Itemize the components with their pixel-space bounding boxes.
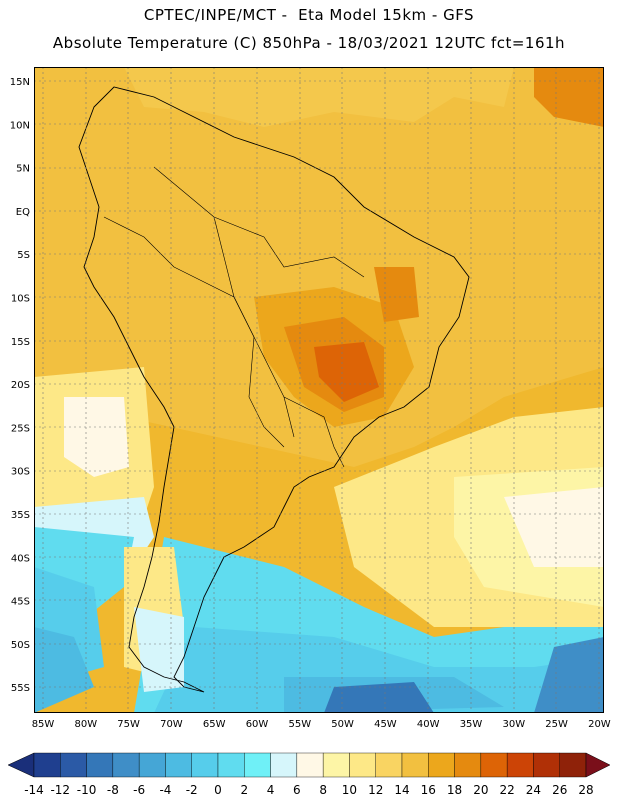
longitude-label: 35W: [460, 719, 483, 730]
colorbar-label: 18: [447, 783, 462, 797]
longitude-label: 80W: [74, 719, 97, 730]
colorbar-label: 26: [552, 783, 567, 797]
colorbar-label: 12: [368, 783, 383, 797]
longitude-label: 25W: [545, 719, 568, 730]
latitude-label: 10S: [11, 294, 30, 305]
latitude-label: 15N: [10, 77, 30, 88]
latitude-label: 20S: [11, 380, 30, 391]
colorbar-label: -12: [50, 783, 70, 797]
colorbar-cell: [244, 752, 271, 778]
colorbar-cell: [428, 752, 455, 778]
latitude-labels: 15N 10N 5N EQ 5S 10S 15S 20S 25S 30S 35S 40S 45S 50S 5…: [10, 77, 30, 694]
colorbar-label: 16: [421, 783, 436, 797]
colorbar-label: -4: [159, 783, 171, 797]
latitude-label: 45S: [11, 597, 30, 608]
colorbar-cell: [86, 752, 114, 778]
longitude-labels: 85W 80W 75W 70W 65W 60W 55W 50W 45W 40W 35W 30W 25W 2…: [32, 719, 611, 730]
colorbar-label: -2: [186, 783, 198, 797]
colorbar-cell: [322, 752, 350, 778]
colorbar-label: -14: [24, 783, 44, 797]
colorbar-cell: [33, 752, 61, 778]
map-title: CPTEC/INPE/MCT - Eta Model 15km - GFS: [143, 6, 475, 24]
latitude-label: 5N: [16, 164, 30, 175]
latitude-label: EQ: [16, 207, 30, 218]
colorbar-label: 6: [293, 783, 301, 797]
colorbar-label: -10: [77, 783, 97, 797]
latitude-label: 55S: [11, 683, 30, 694]
colorbar-label: 8: [319, 783, 327, 797]
latitude-label: 25S: [11, 423, 30, 434]
map-axes: 15N 10N 5N EQ 5S 10S 15S 20S 25S 30S 35S 40S 45S 50S 5…: [10, 77, 611, 730]
colorbar-cell: [138, 752, 166, 778]
colorbar-cell: [60, 752, 87, 778]
longitude-label: 85W: [32, 719, 55, 730]
colorbar-cell: [375, 752, 403, 778]
colorbar-cell: [191, 752, 219, 778]
longitude-label: 45W: [374, 719, 397, 730]
colorbar-label: -6: [133, 783, 145, 797]
temperature-colorbar: -14 -12 -10 -8 -6 -4 -2 0 2 4 6 8 10 12 14 16 18 20 22 24 26…: [7, 752, 611, 797]
colorbar-label: -8: [107, 783, 119, 797]
colorbar-cell: [112, 752, 140, 778]
colorbar-label: 28: [578, 783, 593, 797]
colorbar-cell: [454, 752, 482, 778]
latitude-label: 40S: [11, 553, 30, 564]
latitude-label: 50S: [11, 640, 30, 651]
colorbar-min-arrow: [7, 752, 35, 778]
colorbar-cell: [165, 752, 192, 778]
colorbar-cell: [506, 752, 534, 778]
colorbar-label: 24: [526, 783, 541, 797]
longitude-label: 60W: [246, 719, 269, 730]
colorbar-cell: [296, 752, 324, 778]
colorbar-cells: [7, 752, 611, 778]
longitude-label: 30W: [502, 719, 525, 730]
latitude-label: 10N: [10, 120, 30, 131]
colorbar-label: 4: [267, 783, 275, 797]
colorbar-label: 10: [342, 783, 357, 797]
colorbar-cell: [533, 752, 560, 778]
longitude-label: 50W: [331, 719, 354, 730]
colorbar-max-arrow: [585, 752, 611, 778]
colorbar-labels: -14 -12 -10 -8 -6 -4 -2 0 2 4 6 8 10 12 14 16 18 20 22 24 26…: [24, 783, 593, 797]
colorbar-label: 20: [473, 783, 488, 797]
colorbar-cell: [349, 752, 376, 778]
colorbar-cell: [401, 752, 429, 778]
map-subtitle: Absolute Temperature (C) 850hPa - 18/03/…: [52, 34, 566, 52]
longitude-label: 40W: [417, 719, 440, 730]
temperature-map: [34, 67, 604, 713]
colorbar-label: 22: [500, 783, 515, 797]
colorbar-cell: [480, 752, 508, 778]
longitude-label: 55W: [288, 719, 311, 730]
colorbar-cell: [270, 752, 298, 778]
colorbar-label: 2: [240, 783, 248, 797]
latitude-label: 15S: [11, 337, 30, 348]
colorbar-label: 14: [394, 783, 409, 797]
longitude-label: 65W: [203, 719, 226, 730]
colorbar-cell: [217, 752, 245, 778]
longitude-label: 75W: [117, 719, 140, 730]
longitude-label: 70W: [160, 719, 183, 730]
latitude-label: 5S: [17, 250, 30, 261]
colorbar-cell: [559, 752, 587, 778]
latitude-label: 30S: [11, 467, 30, 478]
latitude-label: 35S: [11, 510, 30, 521]
longitude-label: 20W: [588, 719, 611, 730]
colorbar-label: 0: [214, 783, 222, 797]
